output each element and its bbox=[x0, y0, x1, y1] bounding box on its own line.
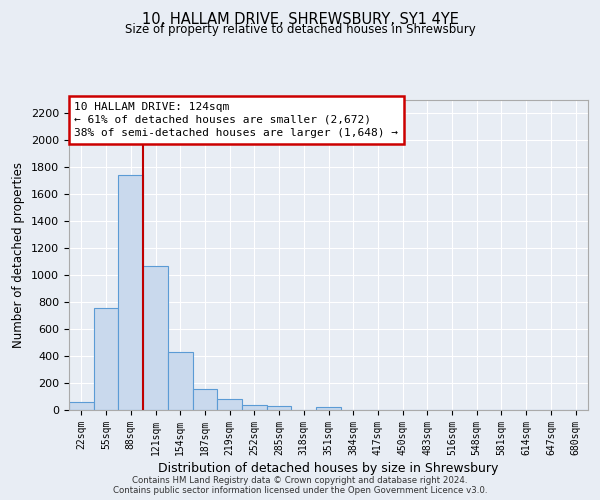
Text: 10, HALLAM DRIVE, SHREWSBURY, SY1 4YE: 10, HALLAM DRIVE, SHREWSBURY, SY1 4YE bbox=[142, 12, 458, 28]
Bar bbox=[94, 308, 118, 410]
Bar bbox=[118, 176, 143, 410]
Bar bbox=[143, 266, 168, 410]
Bar bbox=[193, 389, 217, 410]
Y-axis label: Number of detached properties: Number of detached properties bbox=[13, 162, 25, 348]
Text: 10 HALLAM DRIVE: 124sqm
← 61% of detached houses are smaller (2,672)
38% of semi: 10 HALLAM DRIVE: 124sqm ← 61% of detache… bbox=[74, 102, 398, 138]
Bar bbox=[217, 399, 242, 410]
Bar bbox=[69, 402, 94, 410]
Bar bbox=[267, 406, 292, 410]
Bar bbox=[242, 404, 267, 410]
Bar bbox=[168, 352, 193, 410]
X-axis label: Distribution of detached houses by size in Shrewsbury: Distribution of detached houses by size … bbox=[158, 462, 499, 475]
Text: Contains public sector information licensed under the Open Government Licence v3: Contains public sector information licen… bbox=[113, 486, 487, 495]
Text: Size of property relative to detached houses in Shrewsbury: Size of property relative to detached ho… bbox=[125, 24, 475, 36]
Bar bbox=[316, 408, 341, 410]
Text: Contains HM Land Registry data © Crown copyright and database right 2024.: Contains HM Land Registry data © Crown c… bbox=[132, 476, 468, 485]
